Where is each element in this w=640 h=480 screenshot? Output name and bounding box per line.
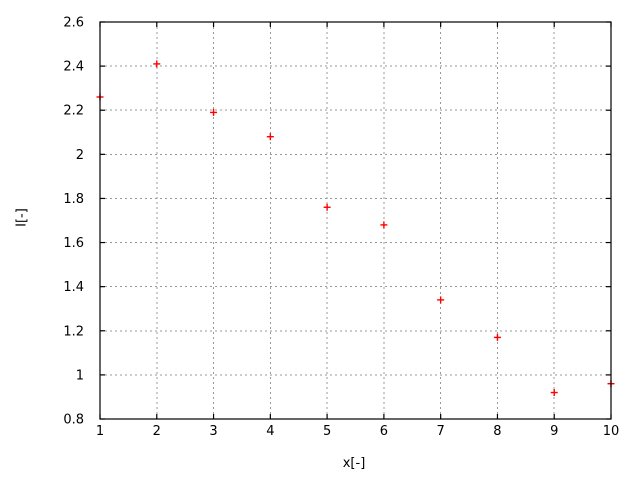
- y-tick-label: 2.4: [63, 60, 84, 75]
- x-tick-label: 8: [493, 424, 501, 439]
- y-tick-label: 2.2: [63, 104, 84, 119]
- data-point-marker: [493, 333, 501, 341]
- y-axis-label: I[-]: [14, 208, 30, 227]
- plot-border: [99, 21, 612, 420]
- data-point-marker: [153, 60, 161, 68]
- y-tick-label: 1.8: [63, 192, 84, 207]
- x-axis-label: x[-]: [342, 456, 366, 471]
- data-point-marker: [266, 133, 274, 141]
- data-point-marker: [323, 203, 331, 211]
- x-tick-label: 9: [550, 424, 558, 439]
- y-tick-label: 2: [76, 148, 84, 163]
- data-point-marker: [550, 389, 558, 397]
- y-tick-label: 1.4: [63, 280, 84, 295]
- x-tick-label: 5: [323, 424, 331, 439]
- x-tick-label: 7: [437, 424, 445, 439]
- y-tick-label: 0.8: [63, 413, 84, 428]
- y-tick-label: 2.6: [63, 16, 84, 31]
- y-tick-label: 1: [76, 368, 84, 383]
- y-tick-label: 1.2: [63, 324, 84, 339]
- data-point-marker: [210, 108, 218, 116]
- x-tick-label: 4: [266, 424, 274, 439]
- x-tick-label: 3: [209, 424, 217, 439]
- x-tick-label: 2: [153, 424, 161, 439]
- data-point-marker: [380, 221, 388, 229]
- y-tick-label: 1.6: [63, 236, 84, 251]
- x-tick-label: 10: [603, 424, 620, 439]
- x-tick-label: 6: [380, 424, 388, 439]
- data-point-marker: [437, 296, 445, 304]
- x-tick-label: 1: [96, 424, 104, 439]
